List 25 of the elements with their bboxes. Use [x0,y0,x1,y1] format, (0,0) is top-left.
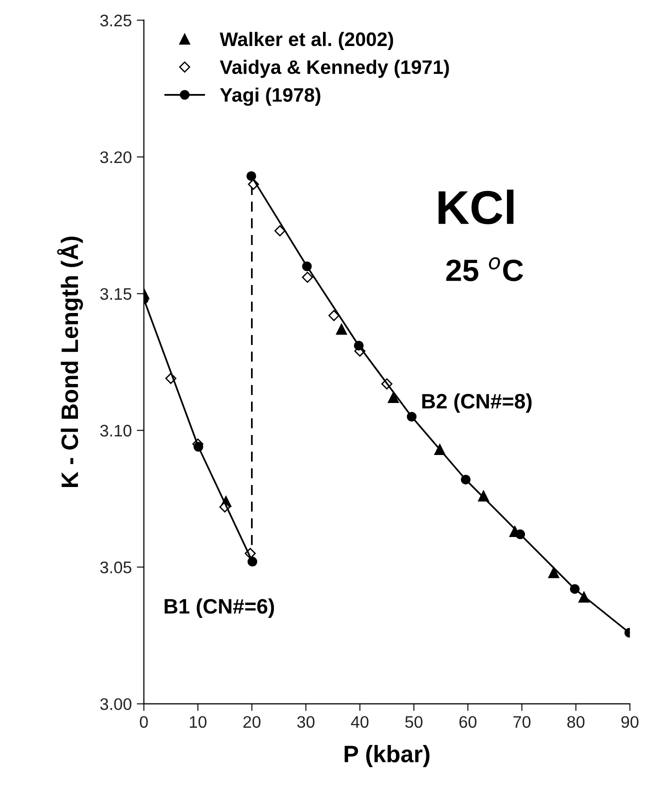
x-tick-label: 90 [621,716,638,728]
y-tick-label: 3.20 [100,151,132,164]
y-tick-label: 3.10 [100,424,132,437]
y-tick-label: 3.15 [100,288,132,300]
x-tick-label: 0 [140,716,148,728]
x-tick-label: 40 [350,716,368,728]
legend-label: Yagi (1978) [220,88,320,106]
legend-label: Vaidya & Kennedy (1971) [220,60,449,78]
y-tick-label: 3.05 [100,562,132,574]
y-tick-label: 3.25 [100,14,132,26]
x-tick-label: 10 [190,716,206,728]
annotation: 25 $^{o}$C [446,257,524,282]
legend-label: Walker et al. (2002) [220,32,394,50]
x-tick-label: 30 [297,716,314,728]
x-tick-label: 20 [243,716,260,728]
y-tick-label: 3.00 [100,698,132,710]
x-tick-label: 80 [567,716,584,728]
x-tick-label: 60 [459,716,476,728]
x-tick-label: 70 [513,716,530,728]
x-tick-label: 50 [405,716,422,728]
x-axis-title: P (kbar) [344,745,430,768]
annotation: B1 (CN#=6) [164,598,274,618]
annotation: B2 (CN#=8) [422,393,532,413]
y-axis-title: K - Cl Bond Length (Å) [57,236,83,487]
annotation: KCl [438,190,514,224]
